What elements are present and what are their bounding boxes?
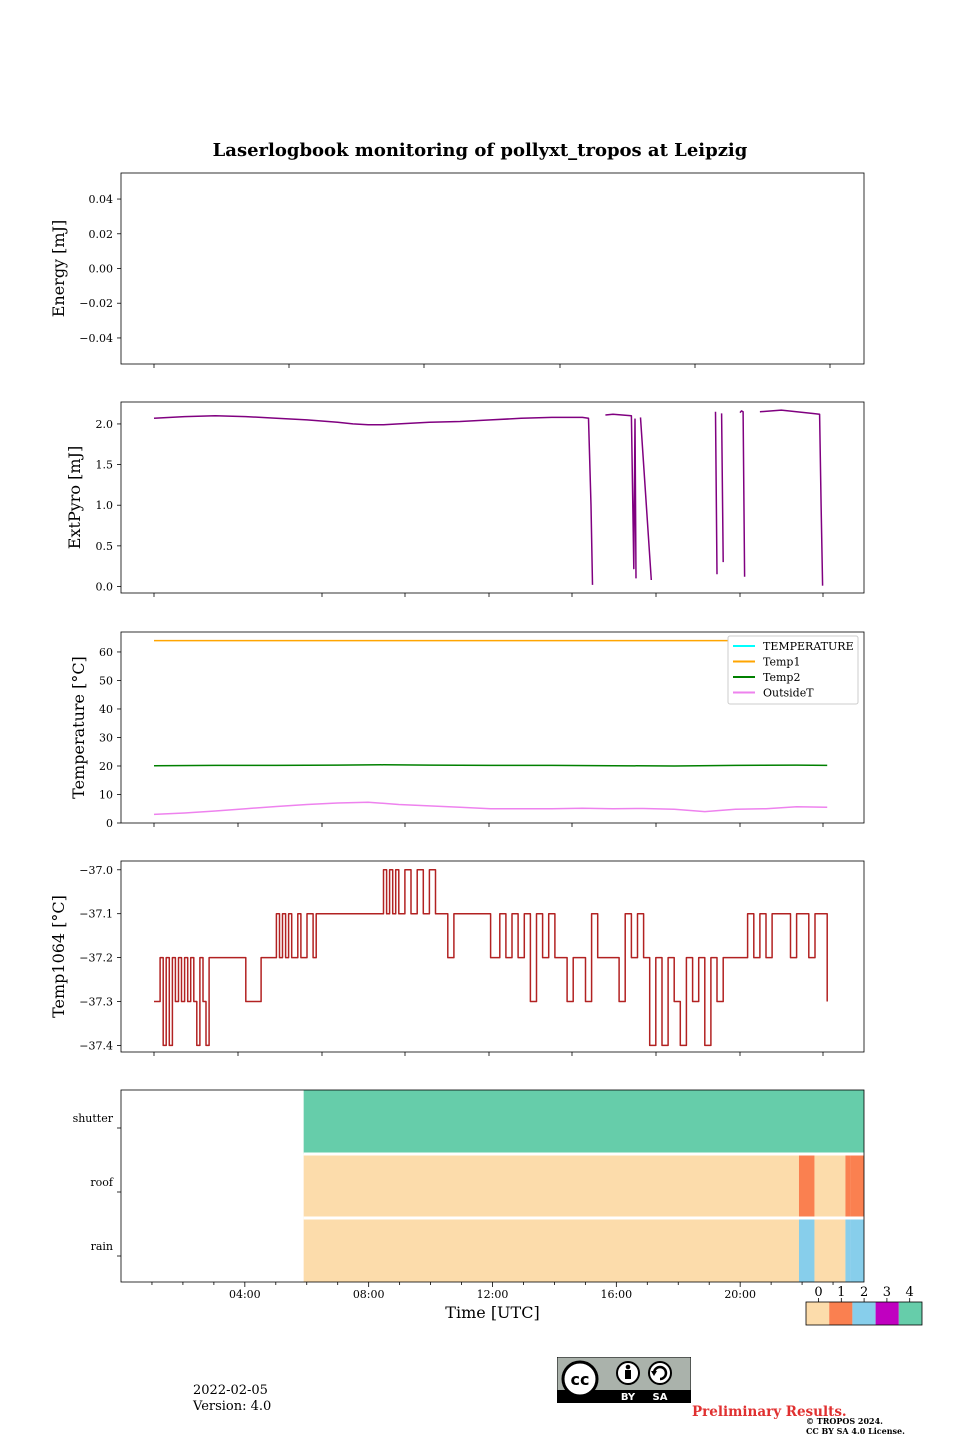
legend-label-temp2: Temp2	[763, 671, 800, 684]
y-tick-label-temp1064-1: −37.1	[79, 908, 113, 921]
x-tick-label-2: 12:00	[477, 1288, 509, 1301]
temp1064-series-line	[154, 869, 828, 1047]
y-axis-label-extpyro: ExtPyro [mJ]	[65, 446, 84, 549]
colorbar-label-2: 2	[860, 1285, 868, 1300]
x-tick-label-3: 16:00	[600, 1288, 632, 1301]
cc-icon	[561, 1360, 599, 1398]
y-tick-label-temperature-2: 20	[99, 760, 113, 773]
sa-share-icon	[648, 1361, 672, 1385]
legend-label-outsidet: OutsideT	[763, 687, 814, 700]
y-tick-label-temperature-6: 60	[99, 646, 113, 659]
y-tick-label-energy-2: 0.00	[89, 263, 114, 276]
y-tick-label-temp1064-4: −37.4	[79, 1039, 113, 1052]
y-tick-label-temperature-3: 30	[99, 731, 113, 744]
status-row-label-rain: rain	[91, 1240, 113, 1253]
x-tick-label-4: 20:00	[724, 1288, 756, 1301]
temperature-series-outsidet	[153, 801, 828, 816]
y-tick-label-temp1064-0: −37.0	[79, 864, 113, 877]
y-tick-label-temp1064-3: −37.3	[79, 996, 113, 1009]
energy-axes	[120, 172, 865, 365]
status-shutter-segment-0	[303, 1090, 864, 1154]
temperature-series-temp2	[153, 764, 828, 767]
extpyro-axes	[120, 401, 865, 594]
cc-sa-label: SA	[653, 1392, 668, 1403]
y-tick-label-energy-0: 0.04	[89, 193, 114, 206]
svg-text:cc: cc	[571, 1370, 590, 1389]
x-tick-label-1: 08:00	[353, 1288, 385, 1301]
y-tick-label-temperature-5: 50	[99, 674, 113, 687]
colorbar-label-4: 4	[906, 1285, 914, 1300]
copyright-block: © TROPOS 2024. CC BY SA 4.0 License.	[806, 1416, 905, 1436]
figure-title: Laserlogbook monitoring of pollyxt_tropo…	[212, 140, 748, 161]
y-tick-label-energy-3: −0.02	[79, 297, 113, 310]
y-tick-label-energy-4: −0.04	[79, 332, 113, 345]
cc-by-sa-logo: cc BY SA	[557, 1357, 691, 1403]
temp1064-axes	[120, 860, 865, 1053]
y-tick-label-temp1064-2: −37.2	[79, 952, 113, 965]
y-tick-label-extpyro-3: 1.5	[96, 459, 114, 472]
colorbar-label-1: 1	[837, 1285, 845, 1300]
y-tick-label-extpyro-0: 0.0	[96, 580, 114, 593]
preliminary-label: Preliminary Results.	[692, 1404, 847, 1420]
colorbar-swatch-2	[852, 1302, 876, 1325]
y-tick-label-temperature-1: 10	[99, 788, 113, 801]
status-rain-segment-2	[814, 1218, 846, 1282]
legend-label-temperature: TEMPERATURE	[763, 640, 854, 653]
colorbar-swatch-1	[829, 1302, 853, 1325]
x-tick-label-0: 04:00	[229, 1288, 261, 1301]
y-axis-label-temperature: Temperature [°C]	[69, 656, 88, 799]
status-rain-segment-4	[850, 1218, 864, 1282]
status-row-label-shutter: shutter	[73, 1112, 114, 1125]
y-tick-label-temperature-4: 40	[99, 703, 113, 716]
y-tick-label-extpyro-1: 0.5	[96, 540, 114, 553]
colorbar-swatch-0	[806, 1302, 830, 1325]
status-roof-segment-1	[798, 1154, 815, 1218]
cc-by-label: BY	[621, 1392, 636, 1403]
colorbar-swatch-3	[875, 1302, 899, 1325]
status-roof-segment-0	[303, 1154, 799, 1218]
status-row-label-roof: roof	[90, 1176, 114, 1189]
colorbar-label-0: 0	[814, 1285, 822, 1300]
status-rain-segment-0	[303, 1218, 799, 1282]
status-roof-segment-2	[814, 1154, 846, 1218]
legend-label-temp1: Temp1	[763, 656, 800, 669]
y-tick-label-extpyro-4: 2.0	[96, 418, 114, 431]
x-axis-label: Time [UTC]	[445, 1303, 539, 1322]
temperature-axes	[120, 631, 865, 824]
copyright-line-2: CC BY SA 4.0 License.	[806, 1426, 905, 1436]
colorbar-swatch-4	[898, 1302, 922, 1325]
version-label: Version: 4.0	[193, 1399, 272, 1414]
y-tick-label-temperature-0: 0	[106, 817, 113, 830]
copyright-line-1: © TROPOS 2024.	[806, 1416, 883, 1426]
extpyro-series-line	[153, 409, 824, 586]
y-axis-label-energy: Energy [mJ]	[49, 220, 68, 318]
date-label: 2022-02-05	[193, 1383, 268, 1398]
status-rain-segment-1	[798, 1218, 815, 1282]
y-tick-label-extpyro-2: 1.0	[96, 499, 114, 512]
y-tick-label-energy-1: 0.02	[89, 228, 114, 241]
status-roof-segment-4	[850, 1154, 864, 1218]
y-axis-label-temp1064: Temp1064 [°C]	[49, 895, 68, 1018]
meta-block: 2022-02-05 Version: 4.0	[193, 1383, 271, 1415]
temperature-legend	[727, 635, 859, 705]
colorbar-label-3: 3	[883, 1285, 891, 1300]
status-roof-segment-3	[845, 1154, 851, 1218]
status-rain-segment-3	[845, 1218, 851, 1282]
